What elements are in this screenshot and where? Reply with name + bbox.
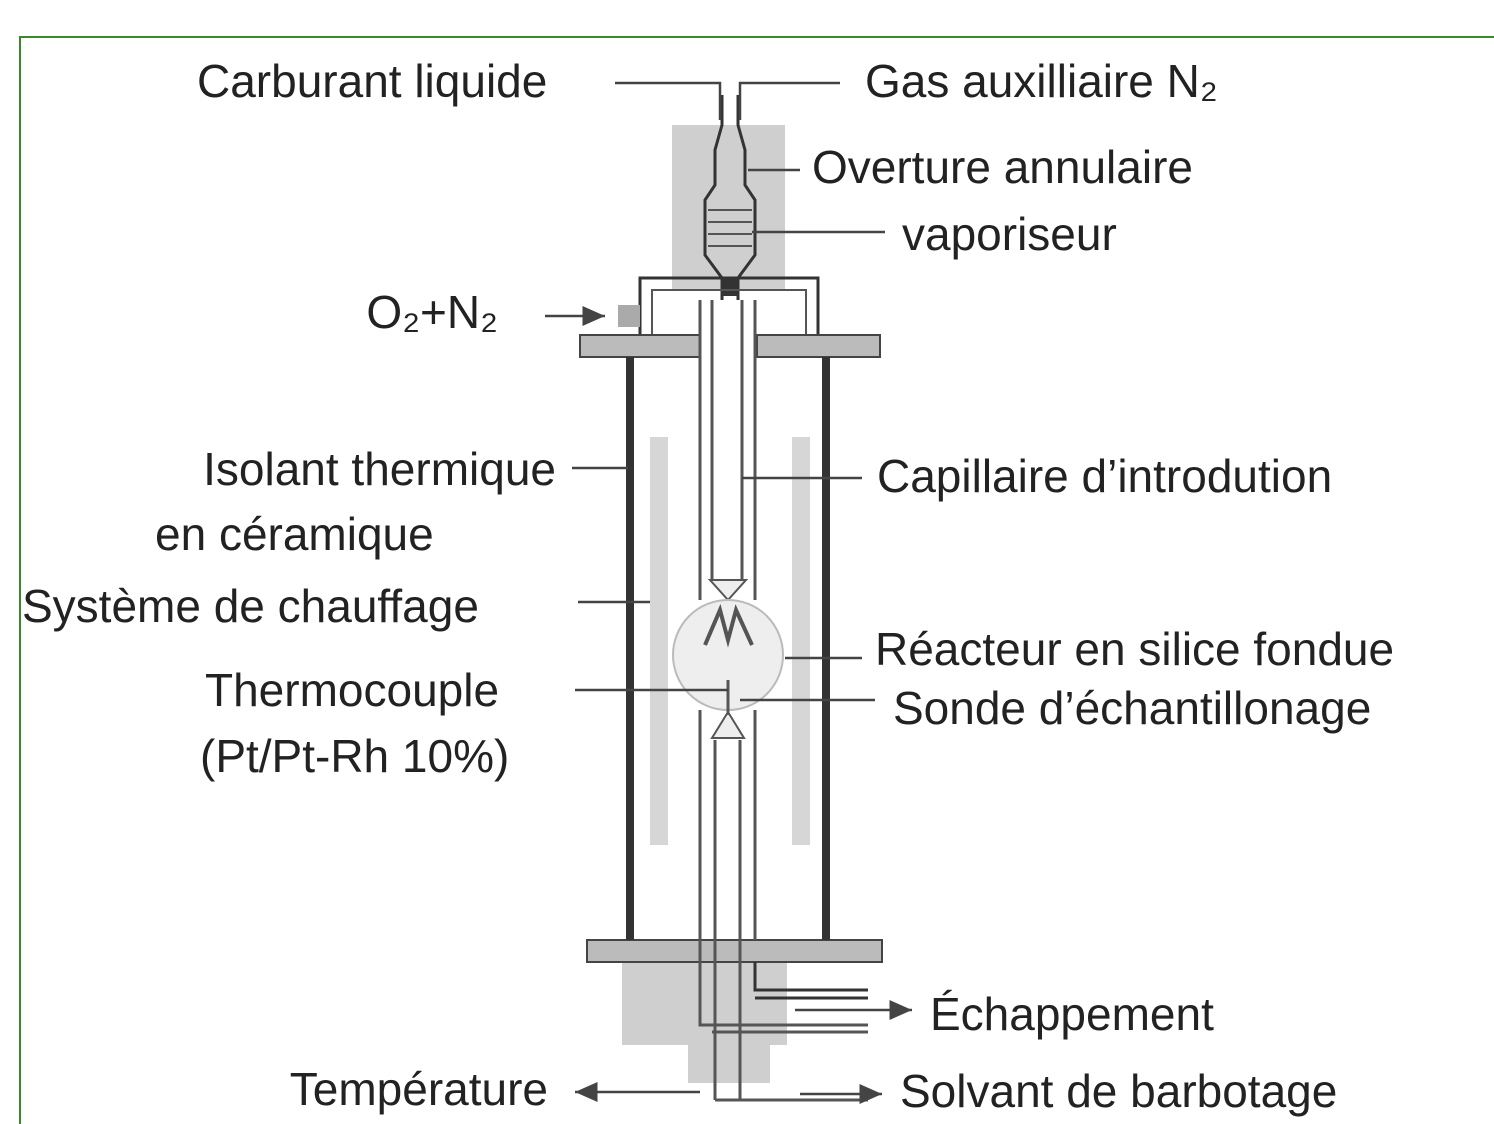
label: Overture annulaire [812,141,1193,193]
label: Carburant liquide [197,55,547,107]
frame [19,36,1494,1124]
label: Température [290,1063,548,1115]
label: Échappement [930,988,1214,1040]
label: vaporiseur [902,208,1117,260]
label: Gas auxilliaire N₂ [865,55,1218,107]
label: Réacteur en silice fondue [875,623,1394,675]
label: (Pt/Pt-Rh 10%) [200,730,509,782]
label: Système de chauffage [22,580,479,632]
label: O₂+N₂ [366,286,498,338]
label: Thermocouple [205,664,499,716]
label: Capillaire d’introdution [877,450,1332,502]
leader-lines [545,81,912,1104]
label: Solvant de barbotage [900,1065,1337,1117]
label: en céramique [155,508,434,560]
label: Sonde d’échantillonage [893,682,1371,734]
label: Isolant thermique [203,443,556,495]
apparatus [579,95,883,1102]
